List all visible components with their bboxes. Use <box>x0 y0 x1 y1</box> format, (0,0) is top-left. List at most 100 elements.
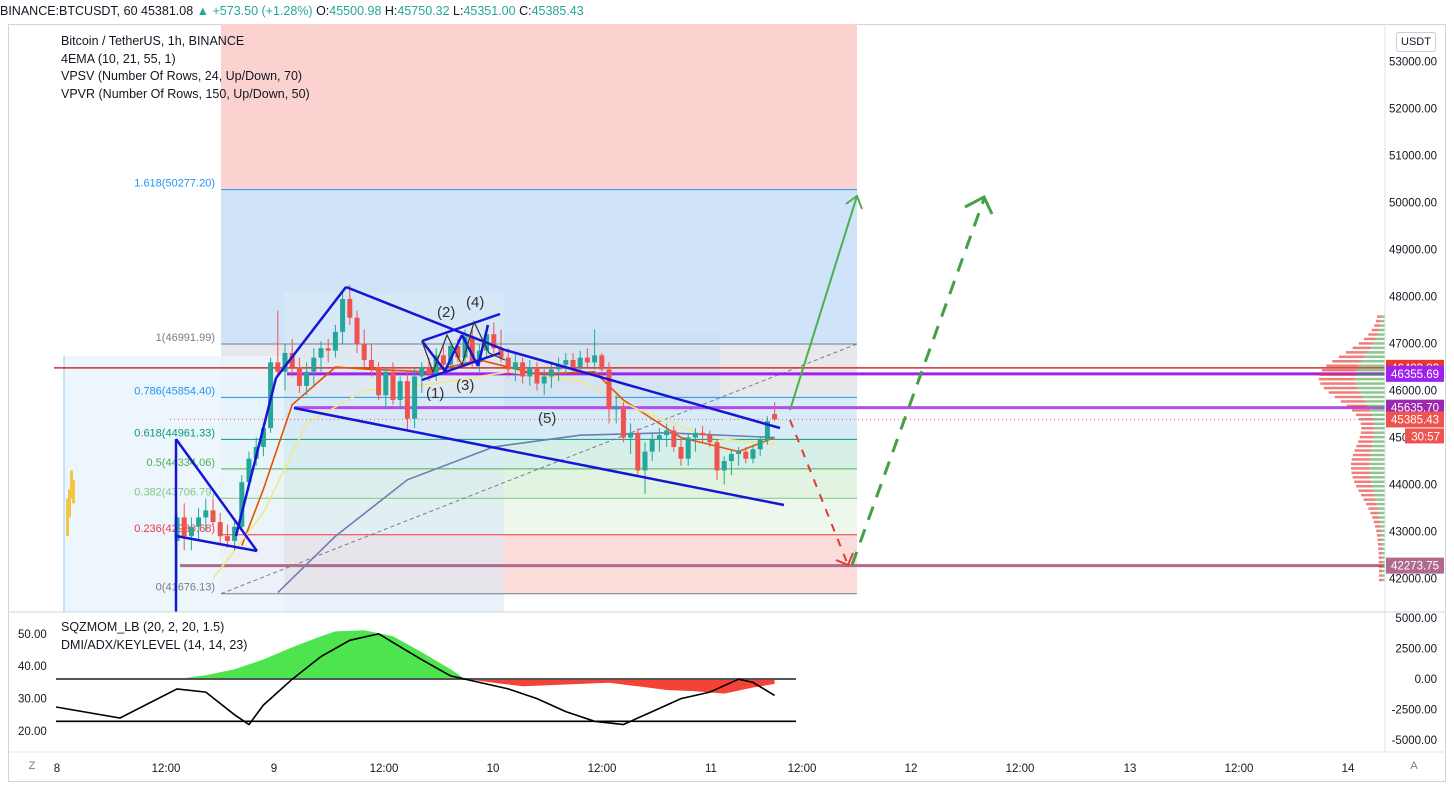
volume-profile-box-left <box>64 356 284 612</box>
vpvr-bar-down <box>1351 458 1371 461</box>
candle-body <box>239 482 245 527</box>
price-tick-label: 43000.00 <box>1389 527 1437 539</box>
vpvr-bar-up <box>1370 476 1385 479</box>
candle-body <box>383 371 389 396</box>
vpvr-bar-up <box>1371 480 1385 484</box>
vpvr-bar-down <box>1372 516 1380 519</box>
timezone-button[interactable]: Z <box>28 760 36 772</box>
countdown-label: 30:57 <box>1411 431 1440 443</box>
vpvr-bar-down <box>1375 319 1381 323</box>
candle-body <box>772 414 778 420</box>
candle-body <box>592 355 598 363</box>
vpvr-bar-up <box>1380 525 1385 528</box>
vpvr-bar-down <box>1375 525 1381 528</box>
legend-symbol[interactable]: Bitcoin / TetherUS, 1h, BINANCE <box>61 34 245 48</box>
time-tick-label: 9 <box>271 763 277 775</box>
vpvr-bar-down <box>1361 493 1375 497</box>
candle-body <box>628 432 634 438</box>
price-tag-bg <box>1386 365 1444 382</box>
adx-tick-label: 40.00 <box>18 661 47 673</box>
vpvr-bar-up <box>1365 400 1385 403</box>
vpvr-bar-down <box>1321 368 1357 372</box>
candle-body <box>764 421 770 440</box>
vpvr-bar-up <box>1356 368 1385 372</box>
candle-body <box>440 355 446 365</box>
vpvr-bar-down <box>1323 386 1358 390</box>
candle-body <box>289 352 295 368</box>
candle-body <box>498 348 504 358</box>
vpvr-bar-up <box>1355 377 1385 381</box>
candle-body <box>584 357 590 363</box>
candle-body <box>721 461 727 471</box>
vpvr-bar-down <box>1356 484 1373 488</box>
pattern-line-8 <box>421 312 501 343</box>
vpvr-bar-up <box>1370 409 1385 412</box>
target-arrow-up <box>789 195 858 411</box>
momentum-tick-label: -5000.00 <box>1392 735 1437 747</box>
vpvr-bar-down <box>1377 315 1382 318</box>
target-arrowhead <box>845 194 863 210</box>
momentum-tick-label: -2500.00 <box>1392 705 1437 717</box>
fib-label-2: 0.786(45854.40) <box>134 385 215 397</box>
candle-body <box>282 352 288 372</box>
vpvr-bar-down <box>1340 400 1366 403</box>
vpvr-bar-up <box>1381 529 1385 533</box>
vpvr-bar-down <box>1359 435 1374 439</box>
vol-profile-bar <box>68 489 71 518</box>
fib-trend-line <box>220 343 858 595</box>
candle-body <box>246 458 252 483</box>
symbol-name[interactable]: BINANCE:BTCUSDT, 60 <box>0 4 138 18</box>
vpvr-bar-up <box>1359 391 1385 394</box>
vpvr-bar-up <box>1379 328 1385 332</box>
momentum-area-negative <box>177 679 775 694</box>
vpvr-bar-down <box>1378 569 1383 573</box>
price-tag-label: 45385.43 <box>1391 414 1439 426</box>
vpvr-bar-up <box>1377 333 1385 336</box>
vpvr-bar-down <box>1346 404 1368 408</box>
target-risk-zone <box>221 24 857 190</box>
currency-unit-button[interactable]: USDT <box>1396 32 1436 52</box>
pattern-line-5 <box>345 285 506 352</box>
vpvr-bar-down <box>1351 462 1370 466</box>
time-tick-label: 12:00 <box>370 763 399 775</box>
time-tick-label: 8 <box>54 763 60 775</box>
vpvr-bar-up <box>1375 337 1385 341</box>
vpvr-bar-up <box>1374 431 1385 434</box>
candle-body <box>217 522 223 537</box>
vpvr-bar-down <box>1377 538 1382 542</box>
vpvr-bar-down <box>1363 498 1376 501</box>
vpvr-bar-up <box>1355 382 1385 385</box>
vpvr-bar-down <box>1318 377 1356 381</box>
candle-body <box>505 357 511 370</box>
candle-body <box>412 376 418 419</box>
legend-dmi[interactable]: DMI/ADX/KEYLEVEL (14, 14, 23) <box>61 637 248 652</box>
vpvr-bar-down <box>1374 324 1381 327</box>
open-label: O: <box>316 4 330 18</box>
vpvr-bar-up <box>1369 467 1385 470</box>
candle-body <box>728 453 734 462</box>
low-label: L: <box>453 4 464 18</box>
vpvr-bar-down <box>1376 534 1382 537</box>
candle-body <box>541 376 547 384</box>
vpvr-bar-down <box>1376 529 1382 533</box>
candle-body <box>548 369 554 377</box>
time-tick-label: 14 <box>1342 763 1355 775</box>
legend-vpvr[interactable]: VPVR (Number Of Rows, 150, Up/Down, 50) <box>61 86 310 101</box>
vpvr-bar-up <box>1369 462 1385 466</box>
price-tick-label: 49000.00 <box>1389 245 1437 257</box>
vpvr-bar-up <box>1376 502 1385 506</box>
candle-body <box>469 336 475 363</box>
vpvr-bar-up <box>1381 543 1385 546</box>
projection-up-head <box>964 194 994 215</box>
candle-body <box>512 362 518 370</box>
legend-vpsv[interactable]: VPSV (Number Of Rows, 24, Up/Down, 70) <box>61 69 303 83</box>
legend-sqzmom[interactable]: SQZMOM_LB (20, 2, 20, 1.5) <box>61 620 225 634</box>
auto-scale-button[interactable]: A <box>1410 760 1418 772</box>
candle-body <box>692 432 698 438</box>
legend-ema[interactable]: 4EMA (10, 21, 55, 1) <box>61 51 176 66</box>
candle-body <box>376 367 382 396</box>
vpvr-bar-down <box>1378 547 1382 550</box>
candle-body <box>260 428 266 447</box>
vpvr-bar-up <box>1372 484 1385 488</box>
